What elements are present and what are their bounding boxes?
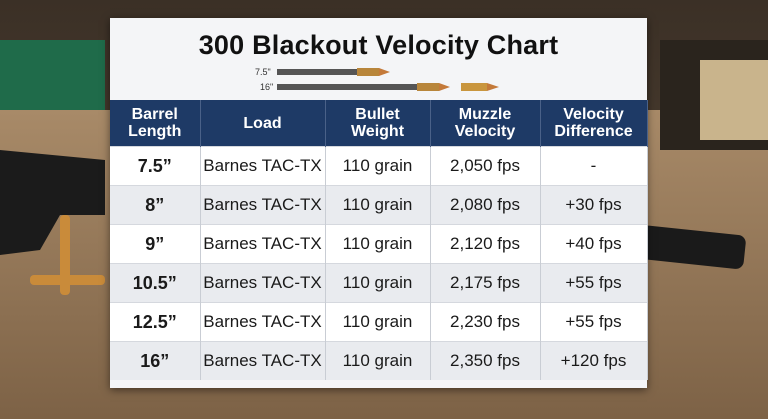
- table-row: 16” Barnes TAC-TX 110 grain 2,350 fps +120 f…: [110, 341, 648, 380]
- column-header-text: Bullet Weight: [350, 106, 405, 140]
- title: 300 Blackout Velocity Chart: [198, 30, 559, 60]
- table-cell: 2,230 fps: [430, 302, 541, 342]
- table-cell: +55 fps: [540, 263, 648, 303]
- table-row: 7.5” Barnes TAC-TX 110 grain 2,050 fps -: [110, 146, 648, 186]
- table-row: 12.5” Barnes TAC-TX 110 grain 2,230 fps +55 …: [110, 302, 648, 342]
- column-header-text: Velocity Difference: [554, 106, 633, 140]
- table-cell: +40 fps: [540, 224, 648, 264]
- table-cell: 110 grain: [325, 185, 431, 225]
- table-cell: +55 fps: [540, 302, 648, 342]
- table-cell: Barnes TAC-TX: [200, 302, 326, 342]
- table-cell: Barnes TAC-TX: [200, 224, 326, 264]
- table-cell: +120 fps: [540, 341, 648, 380]
- velocity-table: Barrel Length Load Bullet Weight Muzzle Vel…: [110, 100, 648, 380]
- table-cell: -: [540, 146, 648, 186]
- table-cell: 2,175 fps: [430, 263, 541, 303]
- barrel-length-cell: 10.5”: [110, 263, 201, 303]
- table-row: 8” Barnes TAC-TX 110 grain 2,080 fps +30 fps: [110, 185, 648, 225]
- table-cell: 2,350 fps: [430, 341, 541, 380]
- barrel-length-cell: 9”: [110, 224, 201, 264]
- table-cell: 110 grain: [325, 224, 431, 264]
- table-cell: 2,120 fps: [430, 224, 541, 264]
- column-header: Barrel Length: [110, 100, 201, 147]
- barrel-length-cell: 16”: [110, 341, 201, 380]
- table-row: 10.5” Barnes TAC-TX 110 grain 2,175 fps +55 …: [110, 263, 648, 303]
- header-row: Barrel Length Load Bullet Weight Muzzle Vel…: [110, 100, 648, 147]
- table-cell: 110 grain: [325, 146, 431, 186]
- column-header: Bullet Weight: [325, 100, 431, 147]
- table-cell: 110 grain: [325, 302, 431, 342]
- table-cell: 110 grain: [325, 263, 431, 303]
- table-cell: Barnes TAC-TX: [200, 263, 326, 303]
- table-cell: Barnes TAC-TX: [200, 146, 326, 186]
- table-body: 7.5” Barnes TAC-TX 110 grain 2,050 fps -8” Ba…: [110, 146, 648, 380]
- barrel-label: 16": [260, 82, 274, 92]
- table-cell: 110 grain: [325, 341, 431, 380]
- column-header-text: Load: [243, 114, 282, 132]
- column-header-text: Muzzle Velocity: [454, 106, 516, 140]
- table-cell: Barnes TAC-TX: [200, 341, 326, 380]
- bullet-illustration: [277, 68, 499, 91]
- column-header: Muzzle Velocity: [430, 100, 541, 147]
- column-header: Velocity Difference: [540, 100, 648, 147]
- barrel-label: 7.5": [255, 67, 271, 77]
- table-cell: 2,080 fps: [430, 185, 541, 225]
- column-header: Load: [200, 100, 326, 147]
- chart-card: 300 Blackout Velocity Chart 7.5" 16" Bar…: [110, 18, 648, 388]
- table-row: 9” Barnes TAC-TX 110 grain 2,120 fps +40 fps: [110, 224, 648, 264]
- barrel-length-cell: 7.5”: [110, 146, 201, 186]
- barrel-length-cell: 12.5”: [110, 302, 201, 342]
- table-cell: Barnes TAC-TX: [200, 185, 326, 225]
- column-header-text: Barrel Length: [128, 106, 182, 140]
- barrel-length-cell: 8”: [110, 185, 201, 225]
- table-cell: 2,050 fps: [430, 146, 541, 186]
- table-cell: +30 fps: [540, 185, 648, 225]
